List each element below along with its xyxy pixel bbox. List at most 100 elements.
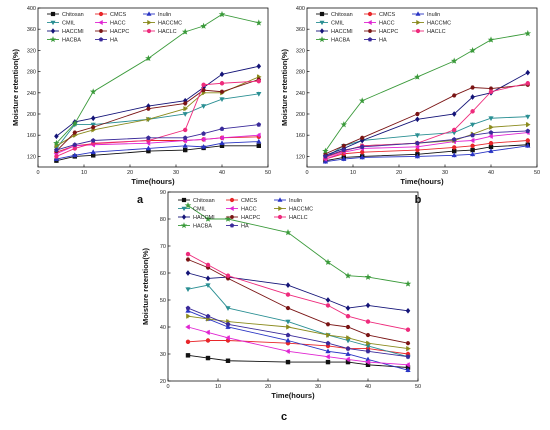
x-tick-label: 50 (415, 384, 421, 390)
x-tick-label: 50 (265, 170, 271, 176)
plot-frame (37, 7, 269, 168)
data-point (469, 137, 475, 144)
data-point (53, 139, 60, 146)
x-axis-label: Time(hours) (131, 177, 175, 186)
data-point (489, 124, 494, 130)
series-line (187, 284, 409, 358)
data-point (325, 359, 331, 365)
series-haccmi (54, 63, 262, 140)
legend-item: HACCMI (316, 28, 353, 35)
data-point (525, 143, 531, 148)
y-tick-label: 400 (27, 6, 36, 12)
series-line (187, 205, 409, 285)
legend-label: HACPC (379, 29, 398, 35)
data-point (90, 122, 96, 128)
y-tick-label: 400 (296, 6, 305, 12)
legend-marker (319, 28, 325, 34)
legend-label: Chitosan (193, 198, 215, 204)
x-tick-label: 10 (81, 170, 87, 176)
data-point (452, 145, 457, 150)
legend-item: HACPC (95, 29, 129, 35)
data-point (285, 282, 291, 289)
data-point (488, 140, 494, 146)
data-point (183, 147, 188, 153)
data-point (90, 138, 96, 143)
data-point (451, 152, 457, 158)
data-point (450, 57, 458, 64)
legend-marker (318, 36, 326, 43)
legend-item: Inulin (274, 197, 302, 204)
series-line (187, 326, 409, 366)
data-point (256, 138, 262, 144)
data-point (470, 85, 475, 90)
legend-marker (98, 37, 104, 42)
data-point (415, 140, 420, 146)
y-tick-label: 200 (27, 112, 36, 118)
x-tick-label: 30 (315, 384, 321, 390)
legend-label: HACCMI (193, 215, 215, 221)
x-tick-label: 40 (488, 170, 494, 176)
legend-item: Inulin (412, 11, 440, 18)
data-point (525, 138, 530, 143)
series-line (325, 130, 528, 157)
x-tick-label: 0 (305, 170, 308, 176)
legend-marker (50, 28, 56, 34)
data-point (205, 329, 210, 336)
legend-marker (278, 206, 283, 211)
x-tick-label: 30 (173, 170, 179, 176)
data-point (185, 353, 191, 358)
series-line (187, 259, 409, 344)
chart-panel-a: 0 10 20 30 40 50 120 160 200 240 280 320 360 400 Time(… (11, 6, 271, 206)
y-tick-label: 360 (27, 27, 36, 33)
legend-item: HACCMC (274, 206, 313, 213)
legend-marker (229, 206, 234, 211)
y-tick-label: 80 (160, 217, 166, 223)
y-tick-label: 160 (296, 133, 305, 139)
data-point (256, 132, 261, 138)
series-haccmc (186, 313, 411, 352)
legend-label: HACCMI (62, 29, 84, 35)
series-cmcs (185, 338, 411, 357)
data-point (145, 54, 152, 62)
data-point (219, 89, 225, 94)
legend-label: Chitosan (331, 12, 353, 18)
legend-label: HACC (241, 207, 257, 213)
x-axis-label: Time(hours) (271, 391, 315, 400)
data-point (184, 202, 192, 209)
series-haclc (54, 78, 261, 159)
y-tick-label: 160 (27, 133, 36, 139)
series-hacpc (185, 257, 411, 346)
data-point (71, 120, 79, 127)
legend-item: CMIL (316, 21, 344, 27)
legend-item: CMIL (178, 207, 206, 213)
data-point (185, 305, 191, 311)
data-point (200, 104, 207, 109)
data-point (54, 154, 59, 159)
data-point (54, 133, 59, 140)
legend-label: CMCS (241, 198, 258, 204)
legend-marker (49, 36, 57, 43)
legend-label: HACPC (241, 215, 260, 221)
data-point (469, 151, 476, 157)
legend-item: HACCMI (47, 28, 84, 35)
panel-label: a (137, 194, 144, 206)
series-line (325, 32, 528, 152)
data-point (451, 136, 457, 142)
legend-label: HACBA (331, 38, 350, 44)
legend-marker (277, 197, 283, 202)
plot-frame (167, 191, 419, 382)
y-tick-label: 280 (27, 70, 36, 76)
data-point (225, 335, 230, 341)
legend-marker (147, 20, 152, 25)
data-point (405, 367, 411, 373)
series-line (56, 76, 259, 147)
legend-item: HACC (95, 20, 126, 27)
y-axis-label: Moisture retention(%) (141, 247, 150, 325)
series-hacba (53, 10, 263, 146)
x-tick-label: 20 (127, 170, 133, 176)
data-point (470, 147, 475, 153)
data-point (487, 36, 495, 43)
data-point (183, 127, 188, 133)
data-point (90, 149, 96, 154)
